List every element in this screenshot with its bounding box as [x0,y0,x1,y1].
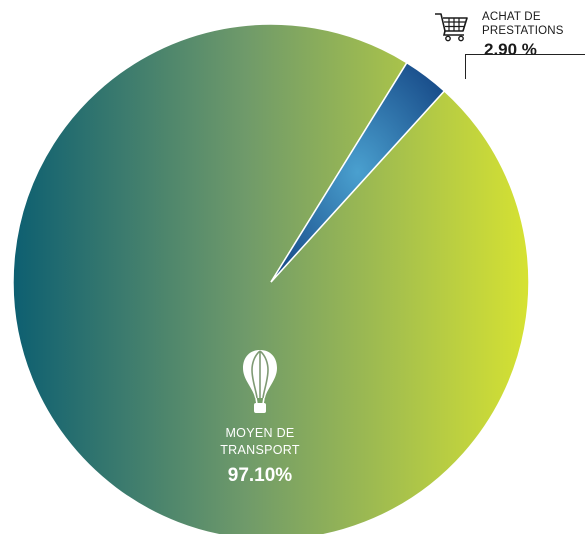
slice-achat-de-prestations [270,61,446,283]
transport-value: 97.10% [227,465,293,486]
achat-value: 2.90 % [484,40,537,59]
callout-leader-vertical [465,54,466,79]
achat-callout: ACHAT DE PRESTATIONS 2.90 % [482,10,586,60]
callout-leader-horizontal [465,54,585,55]
slice-moyen-de-transport [12,23,530,534]
hot-air-balloon-icon [243,350,277,413]
shopping-cart-icon [435,13,468,42]
achat-label: ACHAT DE PRESTATIONS [482,11,564,37]
transport-label-group: MOYEN DE TRANSPORT 97.10% [196,425,324,487]
transport-label: MOYEN DE TRANSPORT [220,426,300,457]
